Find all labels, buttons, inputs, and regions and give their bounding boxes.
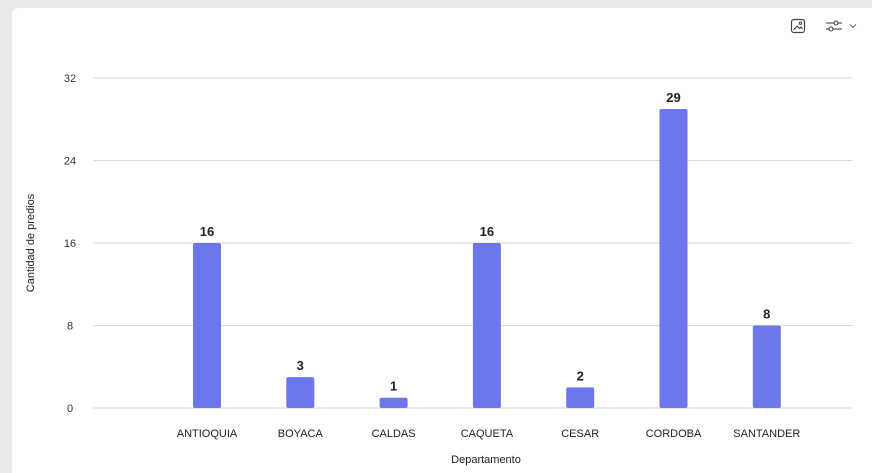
image-icon xyxy=(790,18,806,34)
bar xyxy=(752,325,781,408)
x-tick-label: SANTANDER xyxy=(733,428,800,440)
data-label: 2 xyxy=(577,368,584,383)
x-tick-label: CAQUETA xyxy=(461,428,514,440)
x-tick-label: CESAR xyxy=(561,428,599,440)
x-tick-label: CORDOBA xyxy=(646,428,702,440)
data-label: 16 xyxy=(200,224,214,239)
y-tick-label: 32 xyxy=(64,73,76,85)
y-tick-label: 8 xyxy=(67,321,73,333)
data-label: 8 xyxy=(763,307,770,322)
x-tick-label: ANTIOQUIA xyxy=(177,428,238,440)
bar xyxy=(659,108,688,408)
y-tick-label: 24 xyxy=(64,156,76,168)
y-axis-ticks: 0 8 16 24 32 xyxy=(64,73,76,415)
chevron-down-icon xyxy=(849,24,857,29)
data-label: 1 xyxy=(390,379,397,394)
data-label: 3 xyxy=(297,358,304,373)
y-tick-label: 16 xyxy=(64,238,76,250)
bar xyxy=(566,387,595,408)
bar xyxy=(379,397,408,408)
bar xyxy=(193,243,221,408)
x-tick-label: CALDAS xyxy=(372,428,416,440)
chart-settings-button[interactable] xyxy=(824,18,858,34)
bars xyxy=(193,108,781,408)
x-axis-ticks: ANTIOQUIA BOYACA CALDAS CAQUETA CESAR CORDOBA… xyxy=(177,428,801,440)
data-label: 16 xyxy=(480,224,494,239)
y-tick-label: 0 xyxy=(67,403,73,415)
export-image-button[interactable] xyxy=(790,18,806,34)
data-label: 29 xyxy=(666,90,680,105)
chart-card xyxy=(12,8,872,473)
x-tick-label: BOYACA xyxy=(278,428,324,440)
sliders-icon xyxy=(826,20,842,32)
chart-toolbar xyxy=(790,18,858,34)
x-axis-title: Departamento xyxy=(451,454,521,466)
bar xyxy=(472,243,501,408)
y-axis-title: Cantidad de predios xyxy=(25,193,37,292)
bar xyxy=(286,377,315,408)
data-labels: 16 3 1 16 2 29 8 xyxy=(200,90,771,394)
